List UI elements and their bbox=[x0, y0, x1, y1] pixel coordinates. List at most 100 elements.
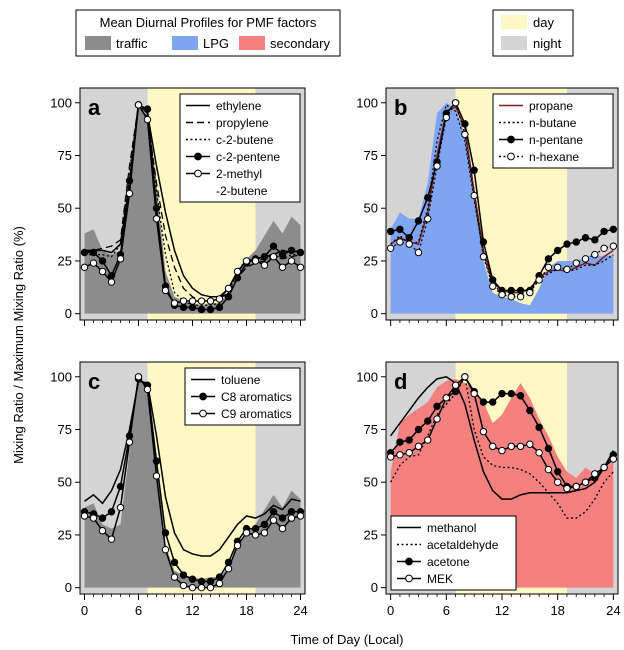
panel-d-legend-label: acetone bbox=[427, 555, 470, 569]
panel-d-series-2-point bbox=[489, 398, 497, 406]
panel-a-series-3-point bbox=[287, 246, 296, 255]
panel-a-series-3-point bbox=[152, 204, 161, 212]
panel-d-xtick-label: 24 bbox=[606, 603, 620, 618]
panel-a-legend: ethylene propylene c-2-butene c-2-pentene 2-… bbox=[179, 93, 301, 203]
panel-d-series-2-point bbox=[498, 389, 506, 398]
panel-b-series-3-point bbox=[553, 263, 562, 271]
panel-b-series-2-point bbox=[591, 236, 599, 244]
panel-b-series-3-point bbox=[516, 293, 525, 301]
panel-c-series-1-point bbox=[188, 575, 197, 583]
panel-a-legend-frame bbox=[179, 93, 301, 203]
panel-d-series-2-point bbox=[535, 423, 543, 432]
panel-c-series-2-point bbox=[89, 514, 98, 522]
panel-a-series-3-point bbox=[224, 293, 233, 301]
panel-b-series-3-point bbox=[442, 113, 451, 122]
panel-c-series-2-point bbox=[188, 583, 197, 592]
panel-c-series-1-point bbox=[179, 571, 188, 579]
panel-c-ytick-label: 25 bbox=[58, 527, 72, 542]
panel-a-series-4-point bbox=[107, 278, 116, 286]
x-axis-label: Time of Day (Local) bbox=[291, 632, 404, 647]
panel-b-series-3-point bbox=[414, 248, 423, 257]
panel-b-legend-marker bbox=[507, 152, 515, 161]
panel-a-series-4-point bbox=[287, 257, 296, 265]
panel-c-series-2-point bbox=[242, 529, 251, 537]
panel-d-series-2-point bbox=[526, 406, 534, 415]
panel-b-letter: b bbox=[394, 95, 407, 120]
panel-d-series-3-point bbox=[451, 381, 460, 389]
panel-a-legend-marker bbox=[194, 152, 202, 161]
panel-b-series-3-point bbox=[609, 242, 618, 250]
panel-a: 0 25 50 75 100 a ethylene propylene c-2-butene c-… bbox=[50, 87, 306, 326]
panel-b-series-3-point bbox=[591, 250, 599, 259]
panel-d-series-3-point bbox=[600, 463, 608, 472]
panel-b-series-3-point bbox=[563, 265, 571, 274]
panel-d-series-3-point bbox=[424, 436, 432, 444]
panel-d-series-1-line bbox=[390, 374, 614, 519]
panel-c-plot-area bbox=[80, 362, 305, 594]
panel-b-series-3-point bbox=[461, 130, 469, 139]
panel-d-series-3-point bbox=[479, 427, 488, 436]
panel-c-series-2-point bbox=[206, 583, 215, 592]
panel-b-legend: propane n-butane n-pentane n-hexane bbox=[492, 93, 614, 169]
panel-a-series-3-point bbox=[197, 305, 206, 314]
panel-b-series-3-point bbox=[526, 288, 534, 297]
panel-b-series-2-point bbox=[553, 246, 562, 255]
panel-a-legend-marker bbox=[194, 169, 202, 178]
panel-d-series-2-point bbox=[405, 436, 413, 444]
panel-d-series-3-point bbox=[489, 442, 497, 451]
panel-a-series-4-point bbox=[260, 261, 269, 269]
panel-c-series-2-point bbox=[116, 503, 125, 512]
panel-d-legend: methanol acetaldehyde acetone MEK bbox=[390, 515, 517, 591]
panel-a-legend-label: ethylene bbox=[216, 99, 262, 113]
pmf-legend-title: Mean Diurnal Profiles for PMF factors bbox=[100, 15, 317, 30]
panel-a-series-3-point bbox=[80, 248, 89, 257]
panel-a-series-3-point bbox=[278, 250, 287, 259]
panel-a-series-4-point bbox=[125, 189, 134, 198]
panel-b-series-2-point bbox=[609, 225, 618, 234]
panel-d-legend-label: acetaldehyde bbox=[427, 538, 499, 552]
pmf-legend-lpg-label: LPG bbox=[203, 36, 229, 51]
panel-a-series-4-point bbox=[269, 253, 278, 261]
panel-a-series-4-point bbox=[242, 257, 251, 265]
pmf-legend-traffic-label: traffic bbox=[116, 36, 148, 51]
panel-c-series-1-point bbox=[107, 508, 116, 516]
panel-a-letter: a bbox=[88, 95, 101, 120]
panel-d-series-2-point bbox=[544, 444, 553, 453]
panel-d-series-2-point bbox=[479, 398, 488, 406]
panel-b-series-2-point bbox=[414, 217, 423, 225]
panel-a-series-3-point bbox=[188, 303, 197, 312]
panel-c-series-2-point bbox=[269, 516, 278, 524]
panel-a-series-4-point bbox=[224, 284, 233, 293]
panel-d-series-3-point bbox=[442, 394, 451, 402]
panel-d-xtick-label: 6 bbox=[443, 603, 450, 618]
panel-a-series-4-point bbox=[206, 297, 215, 305]
panel-c-xtick-label: 12 bbox=[185, 603, 199, 618]
panel-c-series-2-point bbox=[80, 512, 89, 520]
panel-b-series-2-point bbox=[396, 225, 404, 234]
panel-c-letter: c bbox=[88, 369, 100, 394]
panel-d-series-3-point bbox=[563, 484, 571, 493]
panel-b-series-3-point bbox=[479, 253, 488, 261]
panel-c-xtick-label: 0 bbox=[81, 603, 88, 618]
panel-d-series-2-point bbox=[424, 417, 432, 425]
panel-b-series-3-point bbox=[433, 162, 441, 170]
panel-d-series-3-point bbox=[544, 465, 553, 474]
panel-a-series-4-point bbox=[170, 299, 179, 307]
panel-c-series-2-point bbox=[107, 535, 116, 543]
panel-b-lpg-area bbox=[390, 102, 614, 314]
panel-c-series-2-point bbox=[98, 527, 107, 535]
panel-a-legend-label: -2-butene bbox=[216, 184, 268, 198]
panel-b-legend-label: propane bbox=[529, 99, 573, 113]
panel-d-series-3-point bbox=[572, 482, 580, 491]
panel-c-series-1-point bbox=[197, 577, 206, 586]
panel-a-series-4-point bbox=[134, 101, 143, 109]
pmf-legend-traffic-swatch bbox=[85, 36, 111, 50]
panel-d-series-3-point bbox=[396, 451, 404, 459]
panel-b: 0 25 50 75 100 b propane n-butane n-pentane n-hex… bbox=[356, 87, 619, 326]
panel-a-series-4-point bbox=[179, 297, 188, 305]
panel-d-series-3-point bbox=[591, 470, 599, 478]
panel-b-legend-marker bbox=[507, 135, 515, 144]
panel-d-series-2-point bbox=[507, 389, 515, 398]
